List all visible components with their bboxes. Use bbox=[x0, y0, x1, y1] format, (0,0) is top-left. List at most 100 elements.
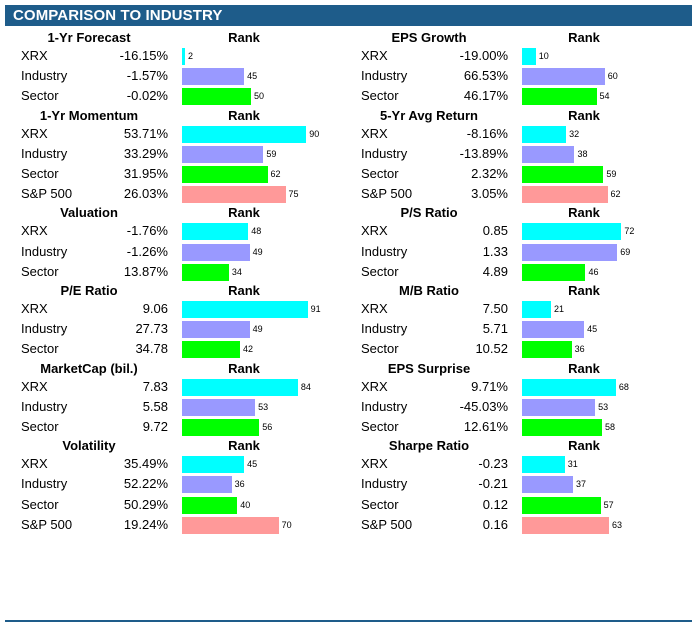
row-value: 52.22% bbox=[123, 476, 168, 492]
rank-value: 69 bbox=[620, 246, 631, 257]
row-label: Industry bbox=[361, 145, 408, 161]
rank-value: 2 bbox=[188, 51, 194, 61]
row-value: -0.21 bbox=[478, 476, 508, 492]
rank-value: 34 bbox=[231, 266, 242, 277]
row-value: -19.00% bbox=[459, 48, 508, 63]
rank-value: 45 bbox=[247, 71, 258, 82]
rank-header: Rank bbox=[568, 30, 600, 45]
row-value: 5.58 bbox=[142, 398, 168, 414]
row-value: 33.29% bbox=[123, 145, 168, 161]
table-row: S&P 500 3.05% 62 bbox=[345, 184, 685, 204]
row-label: Sector bbox=[361, 418, 399, 434]
rank-header: Rank bbox=[568, 360, 600, 376]
row-value: 13.87% bbox=[123, 263, 168, 279]
table-row: XRX -19.00% 10 bbox=[345, 46, 685, 66]
row-label: Sector bbox=[21, 496, 59, 512]
table-row: S&P 500 19.24% 70 bbox=[5, 515, 345, 535]
rank-value: 56 bbox=[262, 421, 273, 432]
row-value: -0.02% bbox=[126, 88, 168, 104]
rank-bar bbox=[522, 165, 604, 183]
rank-bar bbox=[522, 223, 622, 241]
rank-bar bbox=[522, 48, 536, 65]
row-value: 19.24% bbox=[123, 516, 168, 532]
panel-title: 1-Yr Forecast bbox=[47, 30, 131, 45]
row-label: XRX bbox=[21, 378, 48, 394]
table-row: XRX -16.15% 2 bbox=[5, 46, 345, 66]
rank-value: 72 bbox=[624, 226, 635, 237]
row-label: Industry bbox=[21, 68, 68, 84]
row-value: -1.76% bbox=[126, 223, 168, 239]
rank-header: Rank bbox=[228, 438, 260, 454]
panel-title: 1-Yr Momentum bbox=[39, 107, 139, 123]
panel-p-s-ratio: P/S Ratio Rank XRX 0.85 72 Industry 1.33 69 Sect… bbox=[345, 205, 685, 282]
table-row: XRX 9.71% 68 bbox=[345, 377, 685, 397]
table-row: Industry -1.57% 45 bbox=[5, 66, 345, 86]
row-label: Sector bbox=[361, 165, 399, 181]
row-value: 10.52 bbox=[475, 341, 508, 357]
table-row: Industry 5.71 45 bbox=[345, 319, 685, 339]
table-row: XRX 0.85 72 bbox=[345, 221, 685, 241]
row-value: 34.78 bbox=[135, 341, 168, 357]
rank-value: 90 bbox=[309, 128, 320, 139]
rank-value: 32 bbox=[569, 128, 580, 139]
row-label: S&P 500 bbox=[21, 186, 73, 202]
rank-bar bbox=[522, 496, 601, 514]
rank-bar bbox=[182, 398, 256, 416]
row-label: XRX bbox=[21, 301, 48, 316]
row-value: -45.03% bbox=[459, 398, 508, 414]
panel-title: Volatility bbox=[62, 438, 116, 454]
row-label: XRX bbox=[361, 223, 388, 239]
table-row: Industry 5.58 53 bbox=[5, 397, 345, 417]
table-row: Industry 52.22% 36 bbox=[5, 474, 345, 494]
table-row: S&P 500 26.03% 75 bbox=[5, 184, 345, 204]
table-row: XRX 7.83 84 bbox=[5, 377, 345, 397]
rank-bar bbox=[522, 186, 608, 204]
rank-header: Rank bbox=[228, 205, 260, 221]
rank-value: 50 bbox=[254, 91, 265, 102]
table-row: Industry -0.21 37 bbox=[345, 474, 685, 494]
row-label: S&P 500 bbox=[21, 516, 73, 532]
rank-value: 36 bbox=[234, 479, 245, 490]
row-label: Industry bbox=[21, 145, 68, 161]
rank-header: Rank bbox=[568, 438, 600, 454]
rank-value: 49 bbox=[252, 246, 263, 257]
panel-5-yr-avg-return: 5-Yr Avg Return Rank XRX -8.16% 32 Industry -1… bbox=[345, 108, 685, 205]
rank-bar bbox=[522, 88, 597, 106]
rank-bar bbox=[182, 341, 240, 359]
rank-bar bbox=[522, 516, 609, 534]
row-label: Sector bbox=[361, 341, 399, 357]
row-label: Industry bbox=[21, 321, 68, 337]
rank-value: 75 bbox=[288, 189, 299, 200]
row-label: Industry bbox=[361, 68, 408, 84]
row-value: -16.15% bbox=[119, 48, 168, 63]
rank-value: 42 bbox=[242, 344, 253, 355]
row-label: Sector bbox=[21, 88, 59, 104]
row-value: 5.71 bbox=[482, 321, 508, 337]
rank-value: 58 bbox=[605, 421, 616, 432]
panel-title: M/B Ratio bbox=[399, 283, 459, 298]
panel-sharpe-ratio: Sharpe Ratio Rank XRX -0.23 31 Industry -0.21 3… bbox=[345, 438, 685, 535]
row-label: Sector bbox=[21, 165, 59, 181]
table-row: Sector -0.02% 50 bbox=[5, 86, 345, 106]
table-row: XRX 53.71% 90 bbox=[5, 124, 345, 144]
rank-value: 45 bbox=[247, 459, 258, 470]
row-label: Industry bbox=[361, 476, 408, 492]
table-row: Sector 50.29% 40 bbox=[5, 495, 345, 515]
table-row: Sector 13.87% 34 bbox=[5, 262, 345, 282]
rank-value: 37 bbox=[576, 479, 587, 490]
rank-value: 70 bbox=[281, 519, 292, 530]
rank-bar bbox=[522, 243, 618, 261]
row-value: 2.32% bbox=[471, 165, 508, 181]
panel-marketcap-bil: MarketCap (bil.) Rank XRX 7.83 84 Industry 5.5… bbox=[5, 361, 345, 438]
rank-bar bbox=[182, 68, 245, 86]
table-row: Sector 46.17% 54 bbox=[345, 86, 685, 106]
rank-bar bbox=[182, 186, 286, 204]
rank-bar bbox=[182, 418, 260, 436]
row-label: XRX bbox=[21, 125, 48, 141]
row-label: Sector bbox=[361, 88, 399, 104]
row-value: 0.12 bbox=[482, 496, 508, 512]
row-value: -1.57% bbox=[126, 68, 168, 84]
rank-bar bbox=[522, 378, 616, 396]
rank-value: 53 bbox=[258, 401, 269, 412]
rank-bar bbox=[522, 125, 567, 143]
